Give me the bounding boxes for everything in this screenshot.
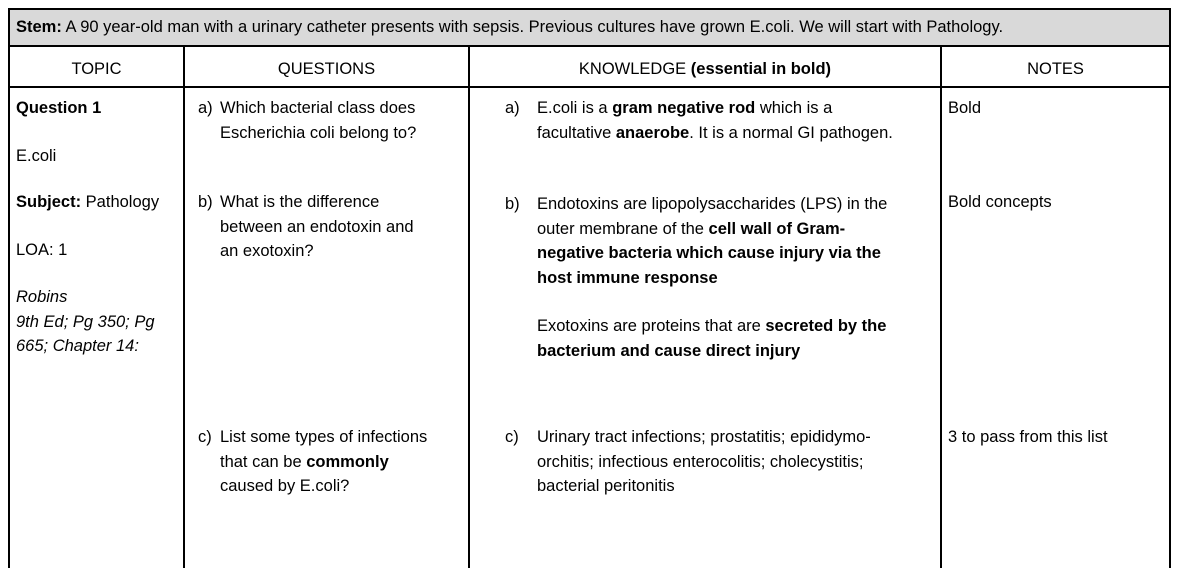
stem-row: Stem: A 90 year-old man with a urinary c… bbox=[10, 10, 1169, 47]
question-number: Question 1 bbox=[16, 99, 102, 117]
note-a: Bold bbox=[948, 99, 982, 117]
column-divider bbox=[468, 47, 470, 568]
question-a: a) Which bacterial class does Escherichia… bbox=[198, 99, 417, 142]
header-divider bbox=[10, 86, 1169, 88]
header-knowledge: KNOWLEDGE (essential in bold) bbox=[470, 58, 940, 80]
reference-line: 9th Ed; Pg 350; Pg bbox=[16, 313, 155, 331]
note-c: 3 to pass from this list bbox=[948, 428, 1108, 446]
header-questions: QUESTIONS bbox=[277, 60, 376, 78]
reference-title: Robins bbox=[16, 288, 68, 306]
header-topic: TOPIC bbox=[71, 60, 122, 78]
reference-line: 665; Chapter 14: bbox=[16, 337, 139, 355]
question-b: b) What is the difference between an endo… bbox=[198, 193, 414, 260]
header-knowledge-bold: (essential in bold) bbox=[690, 60, 832, 78]
loa: LOA: 1 bbox=[16, 241, 68, 259]
knowledge-c: c) Urinary tract infections; prostatitis… bbox=[505, 428, 871, 495]
assessment-table: Stem: A 90 year-old man with a urinary c… bbox=[8, 8, 1171, 568]
knowledge-b-endotoxin: b) Endotoxins are lipopolysaccharides (L… bbox=[505, 195, 888, 287]
knowledge-a: a) E.coli is a gram negative rod which i… bbox=[505, 99, 893, 142]
subject: Subject: Pathology bbox=[16, 193, 160, 211]
column-divider bbox=[940, 47, 942, 568]
column-divider bbox=[183, 47, 185, 568]
stem-text: A 90 year-old man with a urinary cathete… bbox=[61, 18, 1004, 36]
note-b: Bold concepts bbox=[948, 193, 1052, 211]
stem-label: Stem: bbox=[16, 18, 62, 36]
header-knowledge-text: KNOWLEDGE bbox=[578, 60, 691, 78]
question-c: c) List some types of infections that can… bbox=[198, 428, 428, 495]
header-notes: NOTES bbox=[1027, 60, 1084, 78]
organism-name: E.coli bbox=[16, 147, 57, 165]
knowledge-b-exotoxin: Exotoxins are proteins that are secreted… bbox=[537, 317, 887, 360]
